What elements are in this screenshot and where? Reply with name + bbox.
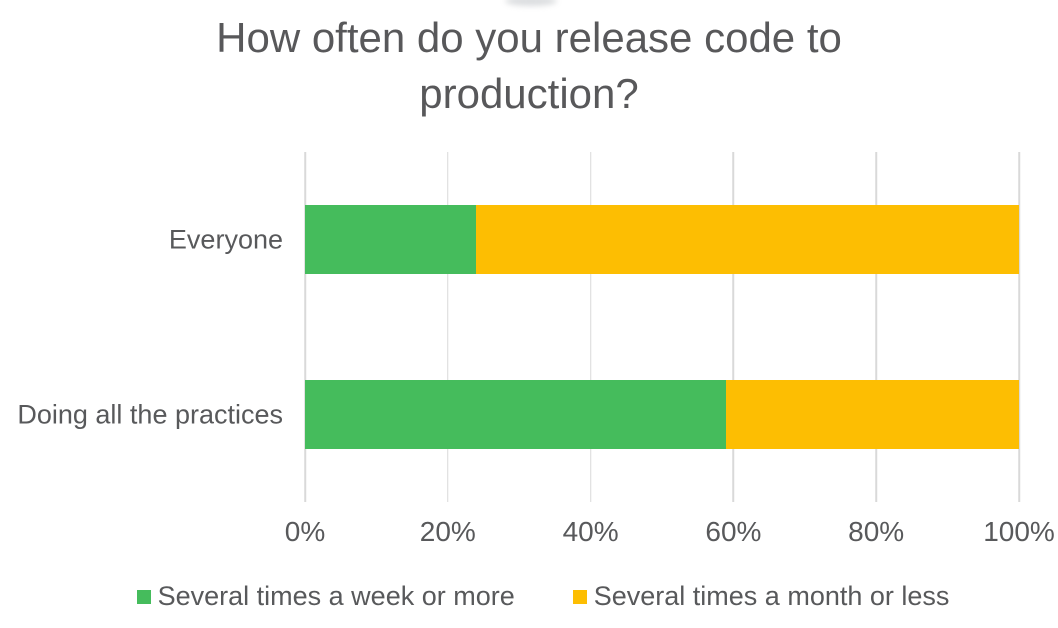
gridline-0 bbox=[304, 152, 306, 502]
screen-artifact bbox=[505, 0, 557, 6]
x-tick-label: 100% bbox=[983, 516, 1055, 547]
bar-segment-series-2 bbox=[726, 380, 1019, 449]
bar-segment-series-2 bbox=[476, 205, 1019, 274]
plot-area bbox=[304, 152, 1020, 502]
x-tick-label: 40% bbox=[562, 516, 619, 547]
bar-segment-series-1 bbox=[305, 205, 477, 274]
x-tick-label: 80% bbox=[848, 516, 905, 547]
legend-swatch-icon bbox=[572, 589, 587, 604]
legend-item: Several times a week or more bbox=[136, 581, 515, 612]
gridline-40 bbox=[589, 152, 592, 502]
bar-row bbox=[305, 380, 1019, 449]
legend: Several times a week or more Several time… bbox=[14, 581, 1058, 612]
gridline-60 bbox=[732, 152, 735, 502]
category-label: Everyone bbox=[168, 224, 283, 254]
bar-row bbox=[305, 205, 1019, 274]
gridline-20 bbox=[447, 152, 449, 502]
category-label: Doing all the practices bbox=[17, 399, 283, 429]
gridline-80 bbox=[875, 152, 877, 502]
legend-item: Several times a month or less bbox=[572, 581, 950, 612]
legend-swatch-icon bbox=[136, 589, 151, 604]
chart-title: How often do you release code to product… bbox=[216, 14, 842, 117]
x-tick-label: 20% bbox=[419, 516, 476, 547]
x-tick-label: 60% bbox=[705, 516, 762, 547]
legend-label: Several times a week or more bbox=[157, 581, 515, 611]
legend-label: Several times a month or less bbox=[593, 581, 950, 611]
x-tick-label: 0% bbox=[284, 516, 326, 547]
bar-segment-series-1 bbox=[305, 380, 727, 449]
gridline-100 bbox=[1018, 152, 1020, 502]
